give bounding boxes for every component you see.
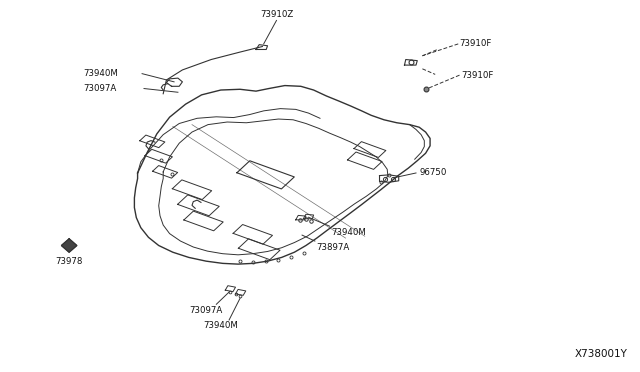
Text: X738001Y: X738001Y xyxy=(574,349,627,359)
Text: 73940M: 73940M xyxy=(83,69,118,78)
Text: 73097A: 73097A xyxy=(83,84,116,93)
Text: 73978: 73978 xyxy=(56,257,83,266)
Text: 73897A: 73897A xyxy=(316,243,349,251)
Text: 73097A: 73097A xyxy=(189,306,222,315)
Text: 73910F: 73910F xyxy=(461,71,493,80)
Text: 73910Z: 73910Z xyxy=(260,10,293,19)
Polygon shape xyxy=(61,239,77,252)
Text: 73940M: 73940M xyxy=(204,321,238,330)
Text: 73910F: 73910F xyxy=(460,39,492,48)
Text: 73940M: 73940M xyxy=(332,228,366,237)
Text: 96750: 96750 xyxy=(419,169,447,177)
